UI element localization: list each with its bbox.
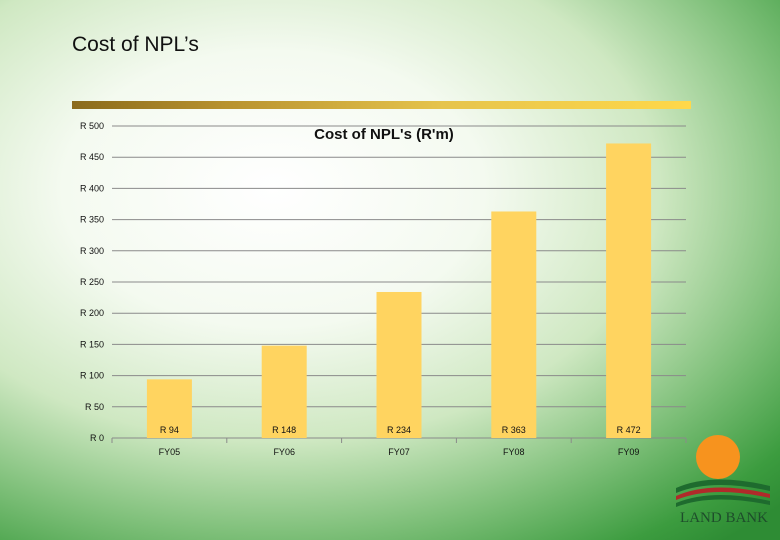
data-label: R 148 [272, 425, 296, 435]
labels: R 0 R 50 R 100 R 150 R 200 R 250 R 300 R 350 R 4… [80, 121, 641, 457]
y-tick-label: R 150 [80, 339, 104, 349]
x-tick-label: FY05 [159, 447, 181, 457]
bar [491, 211, 537, 438]
y-tick-label: R 100 [80, 371, 104, 381]
y-tick-label: R 300 [80, 246, 104, 256]
field-stripe [676, 479, 770, 493]
land-bank-logo: LAND BANK [676, 435, 770, 526]
bars [146, 143, 652, 439]
y-tick-label: R 350 [80, 215, 104, 225]
y-tick-label: R 450 [80, 152, 104, 162]
bar [261, 345, 307, 438]
y-tick-label: R 50 [85, 402, 104, 412]
field-stripe [676, 494, 770, 507]
data-label: R 472 [617, 425, 641, 435]
title-rule [72, 101, 691, 109]
data-label: R 94 [160, 425, 179, 435]
y-tick-label: R 500 [80, 121, 104, 131]
data-label: R 363 [502, 425, 526, 435]
x-tick-label: FY08 [503, 447, 525, 457]
y-tick-label: R 200 [80, 308, 104, 318]
logo-wordmark: LAND BANK [680, 510, 768, 526]
x-tick-label: FY07 [388, 447, 410, 457]
slide-title: Cost of NPL’s [72, 33, 199, 56]
y-tick-label: R 0 [90, 433, 104, 443]
x-tick-label: FY09 [618, 447, 640, 457]
bar [376, 291, 422, 438]
x-tick-label: FY06 [273, 447, 295, 457]
bar [606, 143, 652, 439]
data-label: R 234 [387, 425, 411, 435]
y-tick-label: R 250 [80, 277, 104, 287]
bar [146, 379, 192, 438]
chart-title: Cost of NPL's (R'm) [314, 126, 454, 143]
field-stripe [676, 487, 770, 500]
sun-icon [696, 435, 740, 479]
y-tick-label: R 400 [80, 183, 104, 193]
